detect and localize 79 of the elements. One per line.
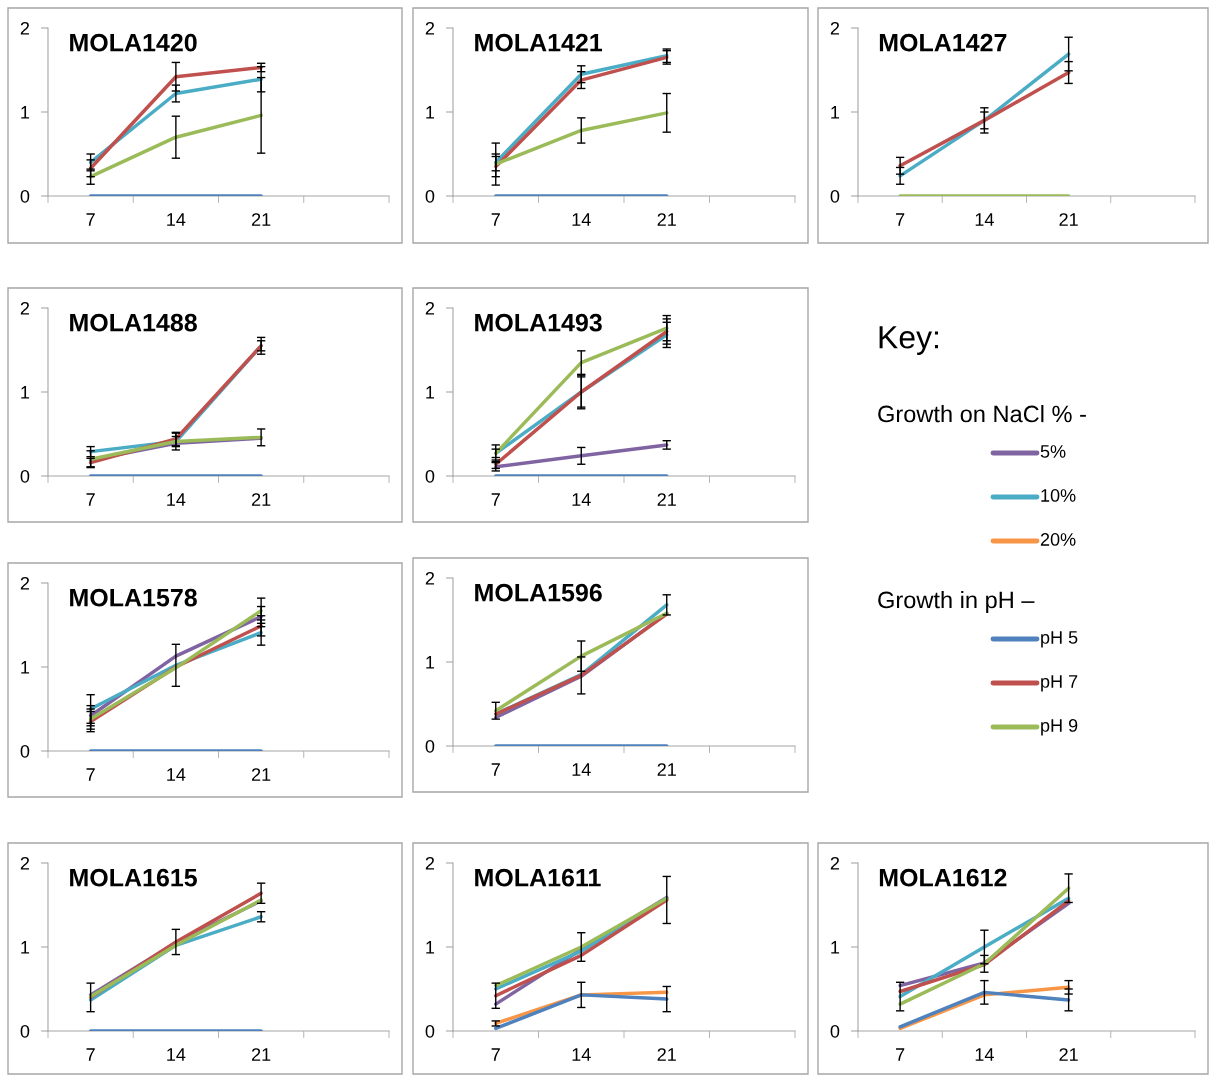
y-tick-label: 1 [831, 941, 840, 954]
text: Key: [879, 326, 938, 355]
x-tick-label: 14 [572, 1048, 591, 1061]
chart-title: MOLA1420 [70, 33, 197, 52]
x-tick-label: 7 [86, 768, 95, 781]
x-tick-label: 14 [167, 768, 186, 781]
x-tick-label: 7 [896, 213, 905, 226]
y-tick-label: 1 [426, 386, 435, 399]
x-tick-label: 21 [657, 493, 676, 506]
y-tick-label: 1 [426, 941, 435, 954]
x-tick-label: 7 [491, 1048, 500, 1061]
y-tick-label: 0 [20, 469, 30, 483]
x-tick-label: 14 [167, 493, 186, 506]
x-tick-label: 7 [491, 213, 500, 226]
x-tick-label: 7 [86, 213, 95, 226]
x-tick-label: 7 [896, 1048, 905, 1061]
chart-title: MOLA1578 [70, 588, 197, 607]
x-tick-label: 21 [251, 1048, 271, 1061]
x-tick-label: 7 [86, 1048, 95, 1061]
x-tick-label: 21 [1059, 213, 1078, 226]
text: Growth in pH – [878, 590, 1035, 614]
legend-label: 10% [1041, 489, 1076, 502]
chart-title: MOLA1488 [70, 313, 197, 332]
y-tick-label: 1 [21, 106, 30, 119]
x-tick-label: 14 [572, 493, 591, 506]
y-tick-label: 0 [425, 189, 435, 203]
y-tick-label: 1 [831, 106, 840, 119]
y-tick-label: 1 [21, 386, 30, 399]
x-tick-label: 21 [251, 493, 271, 506]
chart-title: MOLA1596 [475, 583, 602, 602]
legend-label: pH 7 [1041, 675, 1078, 692]
x-tick-label: 21 [1059, 1048, 1078, 1061]
chart-title: MOLA1421 [475, 33, 603, 52]
chart-title: MOLA1611 [475, 868, 601, 887]
y-tick-label: 0 [425, 469, 435, 483]
legend-label: 20% [1040, 533, 1076, 546]
y-tick-label: 2 [425, 571, 435, 585]
x-tick-label: 21 [251, 213, 271, 226]
y-tick-label: 2 [830, 21, 840, 35]
y-tick-label: 2 [20, 301, 30, 315]
x-tick-label: 7 [491, 763, 500, 776]
y-tick-label: 0 [830, 189, 840, 203]
y-tick-label: 0 [425, 739, 435, 753]
y-tick-label: 0 [20, 744, 30, 758]
chart-title: MOLA1493 [475, 313, 602, 332]
y-tick-label: 0 [830, 1024, 840, 1038]
y-tick-label: 2 [425, 301, 435, 315]
y-tick-label: 2 [20, 856, 30, 870]
y-tick-label: 0 [20, 1024, 30, 1038]
chart-title: MOLA1612 [879, 868, 1007, 887]
y-tick-label: 1 [21, 661, 30, 674]
x-tick-label: 14 [975, 1048, 994, 1061]
y-tick-label: 2 [20, 21, 30, 35]
y-tick-label: 2 [425, 856, 435, 870]
y-tick-label: 2 [425, 21, 435, 35]
x-tick-label: 7 [491, 493, 500, 506]
x-tick-label: 21 [657, 213, 676, 226]
x-tick-label: 21 [657, 1048, 676, 1061]
legend-label: 5% [1040, 445, 1066, 458]
x-tick-label: 21 [251, 768, 271, 781]
y-tick-label: 1 [21, 941, 30, 954]
y-tick-label: 2 [830, 856, 840, 870]
x-tick-label: 7 [86, 493, 95, 506]
x-tick-label: 14 [167, 1048, 186, 1061]
y-tick-label: 1 [426, 106, 435, 119]
x-tick-label: 14 [167, 213, 186, 226]
y-tick-label: 0 [20, 189, 30, 203]
legend-label: pH 5 [1041, 631, 1078, 648]
y-tick-label: 0 [425, 1024, 435, 1038]
y-tick-label: 1 [426, 656, 435, 669]
y-tick-label: 2 [20, 576, 30, 590]
x-tick-label: 14 [975, 213, 994, 226]
x-tick-label: 21 [657, 763, 676, 776]
chart-title: MOLA1427 [879, 33, 1007, 52]
chart-title: MOLA1615 [70, 868, 197, 887]
text: Growth on NaCl % - [878, 404, 1086, 423]
legend-label: pH 9 [1041, 719, 1078, 736]
x-tick-label: 14 [572, 763, 591, 776]
x-tick-label: 14 [572, 213, 591, 226]
